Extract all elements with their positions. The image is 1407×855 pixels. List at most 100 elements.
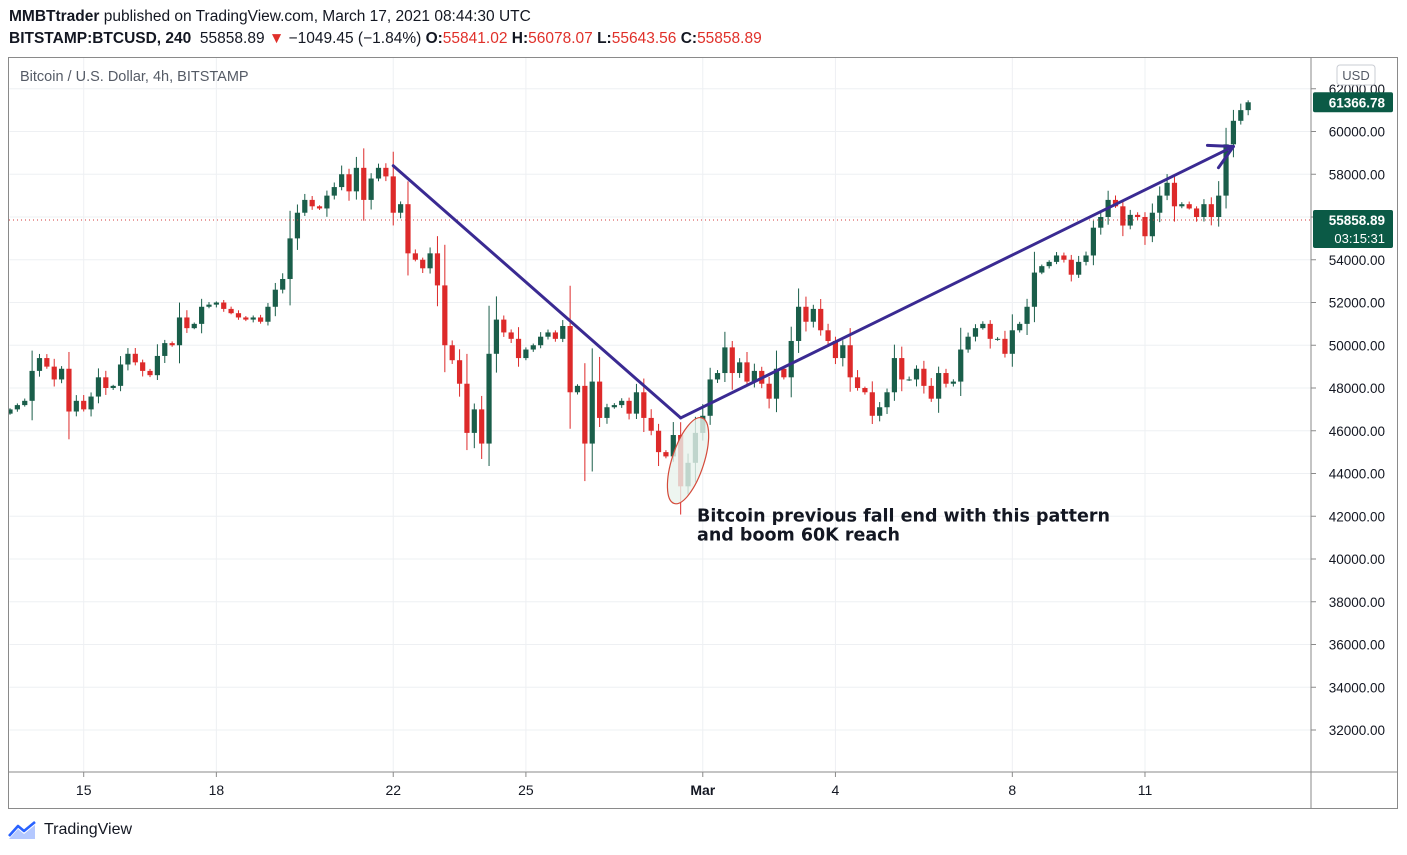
price-axis[interactable]: 32000.00 34000.00 36000.00 38000.00 40000.00… <box>1311 82 1385 738</box>
currency-label: USD <box>1342 68 1369 83</box>
candle-up <box>560 326 566 339</box>
candle-down <box>228 308 234 314</box>
currency-badge[interactable]: USD <box>1336 64 1376 86</box>
y-tick-label: 46000.00 <box>1329 424 1385 439</box>
candle-up <box>589 381 595 444</box>
ohlc-row: BITSTAMP:BTCUSD, 240 55858.89 ▼ −1049.45… <box>9 28 762 50</box>
candle-up <box>199 306 205 324</box>
candle-up <box>1024 306 1030 324</box>
candle-down <box>1068 259 1074 275</box>
author-name[interactable]: MMBTtrader <box>9 8 100 25</box>
candle-up <box>294 212 301 239</box>
candle-up <box>1039 266 1045 273</box>
x-tick-label: 25 <box>518 782 534 798</box>
candle-down <box>449 345 455 361</box>
y-tick-label: 52000.00 <box>1329 296 1385 311</box>
candle-up <box>751 370 757 382</box>
candle-up <box>737 362 743 374</box>
candle-up <box>619 400 625 406</box>
chart-frame[interactable] <box>8 57 1398 809</box>
candle-up <box>213 302 219 305</box>
candle-up <box>88 396 94 410</box>
y-tick-label: 44000.00 <box>1329 467 1385 482</box>
candle-down <box>66 368 72 412</box>
tradingview-footer[interactable]: TradingView <box>8 820 132 840</box>
close-label: C: <box>680 30 698 47</box>
candle-up <box>398 204 404 213</box>
candle-down <box>899 358 905 380</box>
trend-arrow-head <box>1205 143 1235 170</box>
candle-down <box>456 360 463 384</box>
y-tick-label: 32000.00 <box>1329 723 1385 738</box>
candle-down <box>921 368 927 386</box>
candle-down <box>818 308 824 331</box>
candle-down <box>169 343 175 346</box>
published-text: published on TradingView.com, March 17, … <box>103 8 531 25</box>
symbol-label: BITSTAMP:BTCUSD, 240 <box>9 30 192 47</box>
y-tick-label: 38000.00 <box>1329 595 1385 610</box>
candle-up <box>493 319 500 354</box>
candle-up <box>110 385 116 388</box>
low-label: L: <box>597 30 612 47</box>
candle-up <box>280 278 286 290</box>
candle-down <box>854 377 861 388</box>
footer-brand: TradingView <box>44 821 133 838</box>
candle-up <box>1090 227 1096 256</box>
candle-up <box>95 377 102 397</box>
last-price-tag-label: 61366.78 <box>1329 95 1386 110</box>
candle-up <box>950 381 956 384</box>
last-price: 55858.89 <box>199 30 265 47</box>
candle-up <box>611 405 617 408</box>
candle-down <box>316 206 323 209</box>
candle-up <box>486 353 492 444</box>
candle-up <box>1009 330 1015 354</box>
y-tick-label: 48000.00 <box>1329 381 1385 396</box>
candle-down <box>825 330 831 341</box>
candle-up <box>980 323 986 329</box>
chart-title: Bitcoin / U.S. Dollar, 4h, BITSTAMP <box>20 69 249 85</box>
candle-down <box>501 319 507 333</box>
close-value: 55858.89 <box>697 30 762 47</box>
annotation-line-2: and boom 60K reach <box>697 526 900 546</box>
candle-up <box>1223 144 1229 196</box>
candle-up <box>287 238 293 279</box>
candle-down <box>862 388 868 393</box>
time-axis[interactable]: 15 18 22 25 Mar 4 8 11 <box>76 772 1153 798</box>
candle-up <box>1053 255 1060 262</box>
candle-up <box>722 347 728 374</box>
candle-up <box>1216 195 1222 217</box>
candle-down <box>442 285 448 346</box>
candle-down <box>147 370 153 376</box>
pattern-highlight-ellipse <box>666 416 710 505</box>
candle-up <box>670 435 676 457</box>
candle-up <box>906 379 912 381</box>
candle-up <box>936 373 942 399</box>
candle-down <box>1193 208 1200 217</box>
candle-up <box>958 349 964 382</box>
down-triangle-icon: ▼ <box>268 30 285 47</box>
candle-down <box>832 340 839 359</box>
candle-up <box>877 407 883 416</box>
candle-down <box>434 253 441 286</box>
y-tick-label: 36000.00 <box>1329 638 1385 653</box>
candle-down <box>597 381 603 418</box>
x-tick-label: 11 <box>1138 782 1153 798</box>
candle-up <box>162 343 168 356</box>
candle-down <box>405 204 411 254</box>
x-tick-label: 8 <box>1008 782 1016 798</box>
current-price-tag <box>1313 210 1393 249</box>
candle-down <box>641 392 647 418</box>
candle-down <box>567 326 573 393</box>
y-tick-label: 34000.00 <box>1329 680 1385 695</box>
candle-down <box>44 358 50 367</box>
candle-down <box>464 383 470 433</box>
candle-down <box>1120 206 1126 226</box>
candle-down <box>655 430 662 453</box>
candle-up <box>265 306 271 322</box>
candle-down <box>390 176 396 213</box>
trend-arrows <box>391 143 1235 420</box>
high-label: H: <box>511 30 529 47</box>
candle-down <box>361 167 367 200</box>
candles-layer <box>9 100 1251 515</box>
